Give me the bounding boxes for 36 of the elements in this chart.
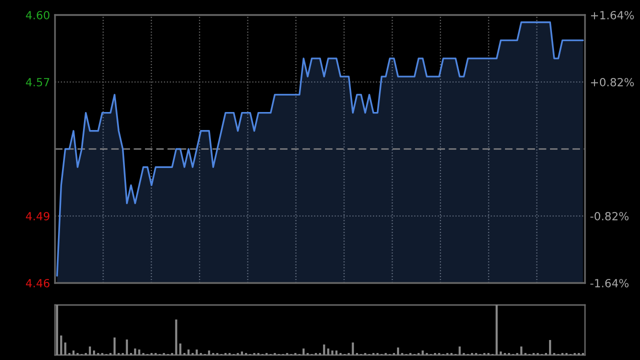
bar xyxy=(458,346,461,355)
y2-tick-label: +1.64% xyxy=(591,10,634,20)
bar xyxy=(352,342,354,355)
y-tick-label: 4.46 xyxy=(26,278,50,288)
y-tick-label: 4.60 xyxy=(26,10,50,20)
bar xyxy=(327,348,330,355)
bar xyxy=(208,350,210,355)
bar xyxy=(397,348,400,355)
bar xyxy=(114,338,116,355)
bar xyxy=(335,350,338,355)
bar xyxy=(188,350,190,355)
y2-tick-label: +0.82% xyxy=(591,78,634,86)
bar xyxy=(549,340,552,355)
bar xyxy=(196,350,198,355)
bar xyxy=(422,350,424,355)
y2-tick-label: -0.82% xyxy=(590,212,629,220)
bar xyxy=(126,340,128,355)
bar xyxy=(520,346,522,355)
bar xyxy=(134,348,136,355)
bar xyxy=(138,350,140,355)
bar xyxy=(93,350,96,355)
bar xyxy=(500,352,502,355)
y2-tick-label: -1.64% xyxy=(590,278,629,288)
y-tick-label: 4.57 xyxy=(26,78,50,86)
bar xyxy=(179,344,182,355)
bar xyxy=(323,344,326,355)
bar xyxy=(64,342,66,355)
bar xyxy=(496,305,498,355)
bar xyxy=(302,348,305,355)
bar xyxy=(175,320,178,355)
bar xyxy=(331,350,334,355)
bar xyxy=(88,346,91,355)
bar xyxy=(60,336,62,355)
y-tick-label: 4.49 xyxy=(26,212,50,220)
bar xyxy=(240,352,243,355)
bar xyxy=(72,350,75,355)
